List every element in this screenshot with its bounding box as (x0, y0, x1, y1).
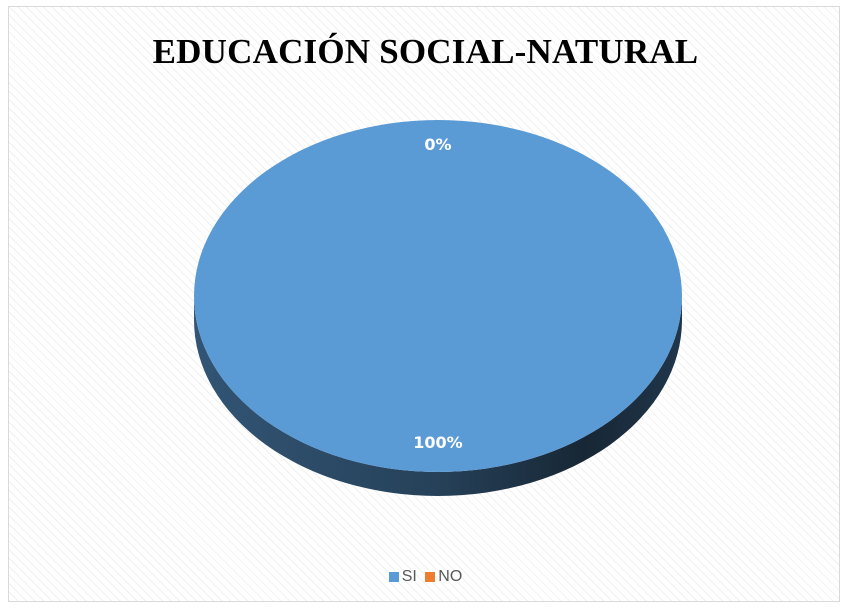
legend-swatch-si (388, 572, 399, 582)
legend-label-no: NO (438, 568, 463, 585)
legend-label-si: SI (401, 568, 417, 585)
legend-item-si: SI (388, 568, 417, 586)
chart-title: EDUCACIÓN SOCIAL-NATURAL (152, 32, 699, 71)
legend-swatch-no (425, 572, 436, 582)
data-label-no: 0% (424, 135, 451, 154)
pie-slice-si (194, 120, 682, 472)
legend: SI NO (0, 568, 851, 587)
legend-item-no: NO (425, 568, 462, 586)
data-label-si: 100% (413, 433, 462, 452)
